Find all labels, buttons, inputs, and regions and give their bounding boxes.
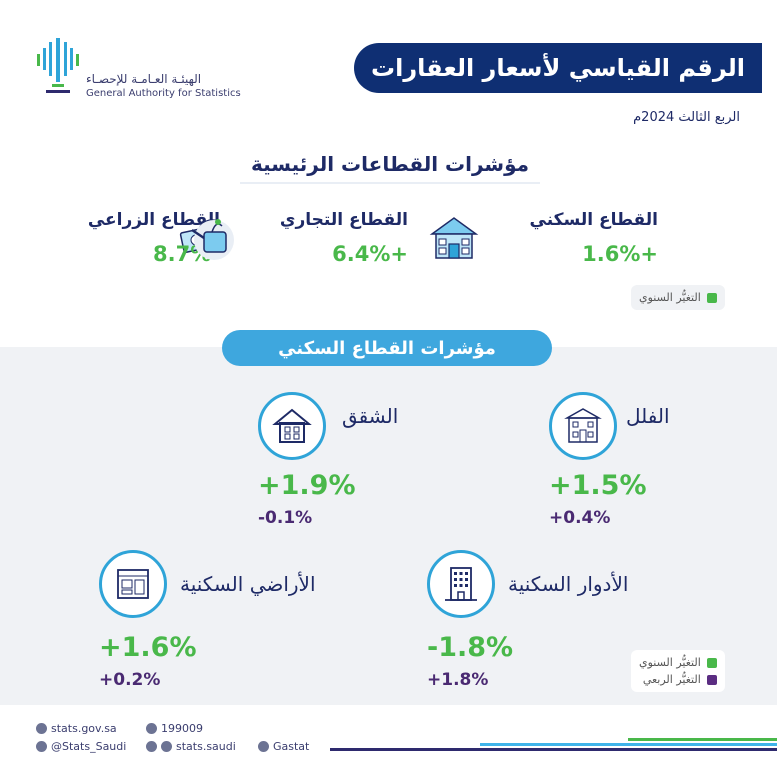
legend-main: التغيُّر السنوي bbox=[631, 285, 725, 310]
footer-phone[interactable]: 199009 bbox=[146, 722, 203, 735]
floors-quarterly-change: +1.8% bbox=[427, 670, 489, 690]
footer-stripe-blue bbox=[480, 743, 777, 746]
legend-residential: التغيُّر السنوي التغيُّر الربعي bbox=[631, 650, 725, 692]
residential-panel bbox=[0, 347, 777, 705]
sector-annual-change: +6.4% bbox=[332, 242, 408, 266]
social-text: stats.saudi bbox=[176, 740, 236, 753]
footer-linkedin[interactable]: Gastat bbox=[258, 740, 309, 753]
phone-icon bbox=[146, 723, 157, 734]
legend-item-annual: التغيُّر السنوي bbox=[639, 289, 717, 306]
category-villas-label: الفلل bbox=[626, 404, 670, 428]
x-twitter-icon bbox=[36, 741, 47, 752]
villa-icon bbox=[564, 408, 602, 443]
legend-label: التغيُّر الربعي bbox=[642, 673, 701, 686]
heading-divider bbox=[240, 182, 540, 184]
watering-can-icon bbox=[191, 219, 234, 260]
legend-label: التغيُّر السنوي bbox=[639, 656, 701, 669]
category-floors-label: الأدوار السكنية bbox=[508, 572, 629, 596]
building-icon-circle bbox=[427, 550, 495, 618]
apartments-annual-change: +1.9% bbox=[258, 470, 356, 501]
linkedin-text: Gastat bbox=[273, 740, 310, 753]
sector-residential: القطاع السكني +1.6% bbox=[428, 210, 658, 280]
legend-item-quarterly: التغيُّر الربعي bbox=[639, 671, 717, 688]
sector-name: القطاع السكني bbox=[529, 210, 658, 230]
footer-stripe-dark bbox=[330, 748, 777, 751]
land-plan-icon bbox=[117, 569, 149, 599]
annual-swatch bbox=[706, 657, 717, 668]
building-icon bbox=[445, 567, 477, 601]
annual-swatch bbox=[706, 292, 717, 303]
land-plan-icon-circle bbox=[99, 550, 167, 618]
legend-item-annual: التغيُّر السنوي bbox=[639, 654, 717, 671]
apartments-quarterly-change: -0.1% bbox=[258, 508, 313, 528]
footer-twitter[interactable]: @Stats_Saudi bbox=[36, 740, 126, 753]
sector-name: القطاع الزراعي bbox=[87, 210, 220, 230]
sector-annual-change: +1.6% bbox=[582, 242, 658, 266]
footer-stripe-green bbox=[628, 738, 777, 741]
website-text: stats.gov.sa bbox=[51, 722, 117, 735]
logo-arabic-text: الهيئـة العـامـة للإحصـاء bbox=[86, 72, 202, 86]
legend-label: التغيُّر السنوي bbox=[639, 291, 701, 304]
period-label: الربع الثالث 2024م bbox=[633, 110, 740, 125]
category-land-label: الأراضي السكنية bbox=[180, 572, 316, 596]
apartment-icon-circle bbox=[258, 392, 326, 460]
sector-name: القطاع التجاري bbox=[279, 210, 408, 230]
footer-website[interactable]: stats.gov.sa bbox=[36, 722, 117, 735]
quarterly-swatch bbox=[706, 674, 717, 685]
footer-social[interactable]: stats.saudi bbox=[146, 740, 236, 753]
phone-text: 199009 bbox=[161, 722, 203, 735]
villas-quarterly-change: +0.4% bbox=[549, 508, 611, 528]
sector-agricultural: القطاع الزراعي -8.7% bbox=[0, 210, 234, 280]
apartment-icon bbox=[272, 408, 312, 443]
facebook-icon bbox=[161, 741, 172, 752]
land-quarterly-change: +0.2% bbox=[99, 670, 161, 690]
land-annual-change: +1.6% bbox=[99, 632, 197, 663]
page-title: الرقم القياسي لأسعار العقارات bbox=[350, 43, 762, 93]
linkedin-icon bbox=[258, 741, 269, 752]
villas-annual-change: +1.5% bbox=[549, 470, 647, 501]
logo-english-text: General Authority for Statistics bbox=[86, 88, 241, 99]
category-apartments-label: الشقق bbox=[342, 404, 399, 428]
gastat-logo-icon bbox=[37, 38, 79, 93]
instagram-icon bbox=[146, 741, 157, 752]
residential-heading: مؤشرات القطاع السكني bbox=[222, 330, 552, 366]
twitter-text: @Stats_Saudi bbox=[51, 740, 127, 753]
villa-icon-circle bbox=[549, 392, 617, 460]
floors-annual-change: -1.8% bbox=[427, 632, 514, 663]
globe-icon bbox=[36, 723, 47, 734]
house-icon bbox=[429, 217, 479, 259]
main-sectors-heading: مؤشرات القطاعات الرئيسية bbox=[250, 152, 530, 176]
